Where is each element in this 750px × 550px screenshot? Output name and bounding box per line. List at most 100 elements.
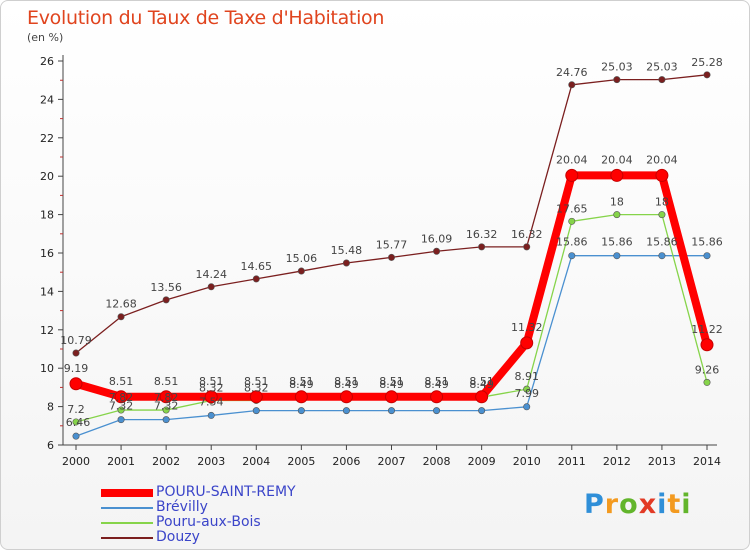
data-label: 20.04 <box>601 153 633 166</box>
data-point <box>433 407 441 415</box>
x-tick-label: 2001 <box>107 455 135 468</box>
data-label: 15.48 <box>331 244 363 257</box>
x-tick-label: 2000 <box>62 455 90 468</box>
data-point <box>568 252 576 260</box>
logo-letter: P <box>584 489 605 520</box>
data-label: 8.51 <box>334 375 359 388</box>
y-tick-label: 24 <box>40 93 54 106</box>
data-point <box>297 407 305 415</box>
data-label: 15.86 <box>601 236 633 249</box>
data-point <box>294 390 308 404</box>
data-label: 10.79 <box>60 334 92 347</box>
y-tick-label: 22 <box>40 132 54 145</box>
data-label: 8.51 <box>289 375 314 388</box>
data-point <box>703 252 711 260</box>
data-point <box>478 243 486 251</box>
data-point <box>613 211 621 219</box>
data-point <box>342 407 350 415</box>
data-label: 8.51 <box>424 375 449 388</box>
data-point <box>342 259 350 267</box>
data-label: 25.03 <box>601 61 633 74</box>
data-label: 15.77 <box>376 238 408 251</box>
x-tick-label: 2010 <box>513 455 541 468</box>
data-label: 7.82 <box>154 391 179 404</box>
series-line <box>75 74 708 354</box>
data-point <box>703 378 711 386</box>
data-point <box>162 296 170 304</box>
data-label: 6.46 <box>66 416 91 429</box>
data-label: 7.99 <box>514 387 539 400</box>
x-tick-label: 2006 <box>332 455 360 468</box>
data-point <box>297 267 305 275</box>
data-label: 16.32 <box>466 228 498 241</box>
logo-letter: i <box>657 489 668 520</box>
legend-swatch <box>101 500 153 515</box>
chart-series <box>69 71 714 440</box>
data-point <box>700 338 714 352</box>
data-point <box>655 168 669 182</box>
data-point <box>385 390 398 404</box>
data-point <box>387 407 395 415</box>
legend-label: Douzy <box>156 529 200 545</box>
data-point <box>117 416 125 424</box>
data-point <box>433 247 441 255</box>
y-tick-label: 18 <box>40 209 54 222</box>
legend-label: POURU-SAINT-REMY <box>156 484 296 500</box>
data-label: 7.32 <box>154 400 179 413</box>
data-point <box>523 385 531 393</box>
data-point <box>72 432 80 440</box>
data-label: 14.65 <box>241 260 273 273</box>
data-label: 7.54 <box>199 395 224 408</box>
data-point <box>520 336 534 350</box>
legend-label: Pouru-aux-Bois <box>156 514 261 530</box>
x-tick-label: 2012 <box>603 455 631 468</box>
logo-letter: i <box>681 489 692 520</box>
data-label: 25.03 <box>646 61 678 74</box>
data-label: 20.04 <box>646 153 678 166</box>
proxiti-logo: Proxiti <box>584 489 692 520</box>
data-point <box>523 403 531 411</box>
data-label: 9.26 <box>695 363 720 376</box>
data-point <box>568 217 576 225</box>
data-label: 8.51 <box>154 375 179 388</box>
y-tick-label: 12 <box>40 324 54 337</box>
data-label: 16.32 <box>511 228 543 241</box>
data-point <box>475 390 489 404</box>
legend-swatch <box>101 515 153 530</box>
data-label: 8.32 <box>199 381 224 394</box>
data-point <box>252 275 260 283</box>
data-label: 8.91 <box>514 370 539 383</box>
data-point <box>565 168 579 182</box>
data-label: 18 <box>610 196 624 209</box>
data-label: 20.04 <box>556 153 588 166</box>
chart-title: Evolution du Taux de Taxe d'Habitation <box>27 7 385 29</box>
data-point <box>114 390 128 404</box>
data-label: 13.56 <box>150 281 182 294</box>
data-point <box>207 283 215 291</box>
logo-letter: t <box>667 489 682 520</box>
y-tick-label: 14 <box>40 285 54 298</box>
x-tick-label: 2007 <box>378 455 406 468</box>
x-tick-label: 2003 <box>197 455 225 468</box>
data-point <box>703 71 711 79</box>
data-label: 8.49 <box>289 378 314 391</box>
data-label: 8.51 <box>469 375 494 388</box>
data-label: 7.32 <box>109 400 134 413</box>
x-tick-label: 2004 <box>242 455 270 468</box>
data-point <box>613 76 621 84</box>
data-point <box>387 253 395 261</box>
data-point <box>69 377 83 391</box>
data-point <box>568 81 576 89</box>
data-label: 9.19 <box>64 362 89 375</box>
legend-label: Brévilly <box>156 499 208 515</box>
data-point <box>207 411 215 419</box>
y-tick-label: 20 <box>40 170 54 183</box>
data-label: 8.49 <box>424 378 449 391</box>
data-label: 11.32 <box>511 321 543 334</box>
x-tick-label: 2014 <box>693 455 721 468</box>
x-tick-label: 2013 <box>648 455 676 468</box>
x-tick-label: 2009 <box>468 455 496 468</box>
logo-letter: r <box>604 489 620 520</box>
